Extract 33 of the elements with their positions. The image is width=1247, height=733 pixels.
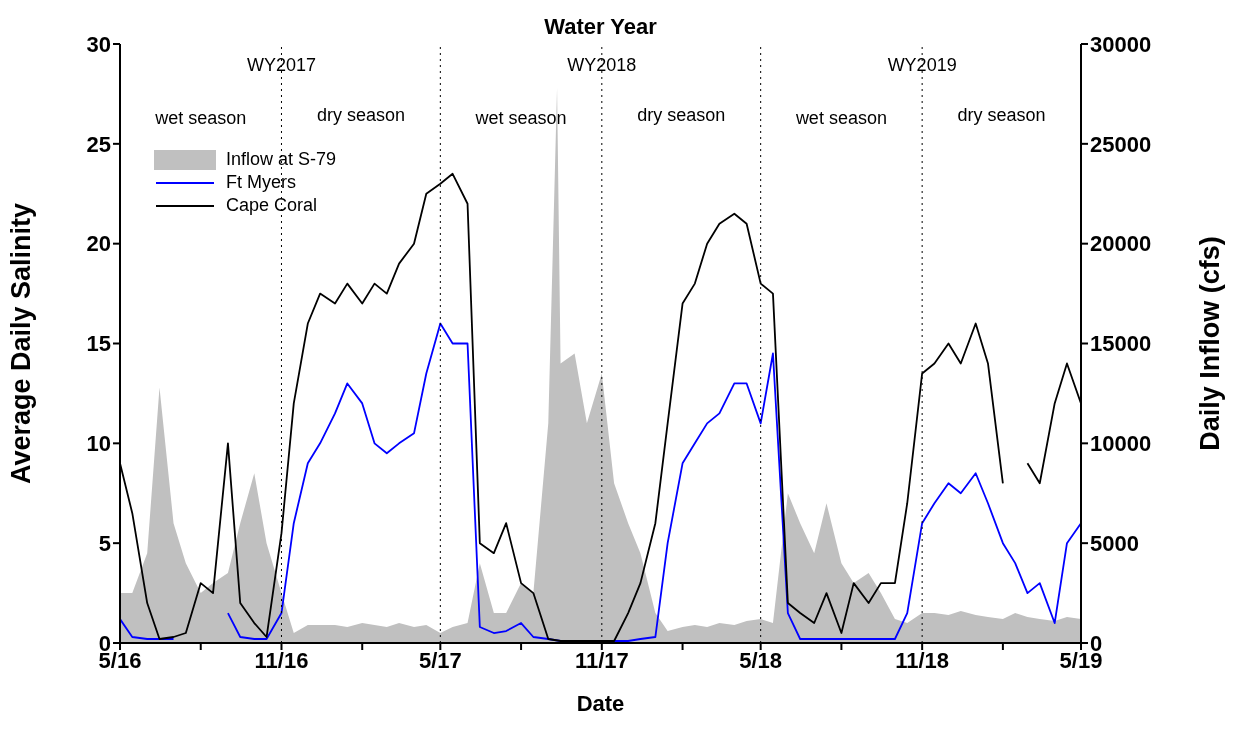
ref-line-label: WY2017 <box>246 54 317 75</box>
annotation: dry season <box>957 105 1046 125</box>
annotation: wet season <box>794 108 887 128</box>
y2-tick-label: 30000 <box>1090 31 1152 57</box>
x-tick-label: 5/17 <box>418 647 462 673</box>
y-tick-label: 20 <box>86 231 111 257</box>
y2-tick-label: 10000 <box>1090 431 1152 457</box>
y2-tick-label: 25000 <box>1090 131 1152 157</box>
annotation: wet season <box>154 108 247 128</box>
y-tick-label: 30 <box>86 31 111 57</box>
y-axis-title: Average Daily Salinity <box>5 202 36 485</box>
annotation: wet season <box>474 108 567 128</box>
x-tick-label: 11/18 <box>895 647 950 673</box>
legend-label: Cape Coral <box>226 194 318 217</box>
y2-axis-title: Daily Inflow (cfs) <box>1194 236 1225 451</box>
x-tick-label: 11/16 <box>254 647 309 673</box>
x-tick-label: 5/18 <box>739 647 783 673</box>
y-tick-label: 5 <box>98 530 111 556</box>
y2-tick-label: 5000 <box>1090 530 1139 556</box>
y-tick-label: 10 <box>86 431 111 457</box>
annotation: dry season <box>316 105 405 125</box>
y-tick-label: 15 <box>86 331 111 357</box>
x-tick-label: 11/17 <box>574 647 629 673</box>
annotation: dry season <box>637 105 726 125</box>
ref-line-label: WY2019 <box>887 54 957 75</box>
y-tick-label: 25 <box>86 131 111 157</box>
legend-label: Inflow at S-79 <box>226 148 337 171</box>
y2-tick-label: 20000 <box>1090 231 1152 257</box>
legend-label: Ft Myers <box>226 171 296 194</box>
x-axis-title: Date <box>576 691 625 716</box>
ref-line-label: WY2018 <box>567 54 637 75</box>
y2-tick-label: 15000 <box>1090 331 1152 357</box>
chart-title: Water Year <box>544 14 658 39</box>
